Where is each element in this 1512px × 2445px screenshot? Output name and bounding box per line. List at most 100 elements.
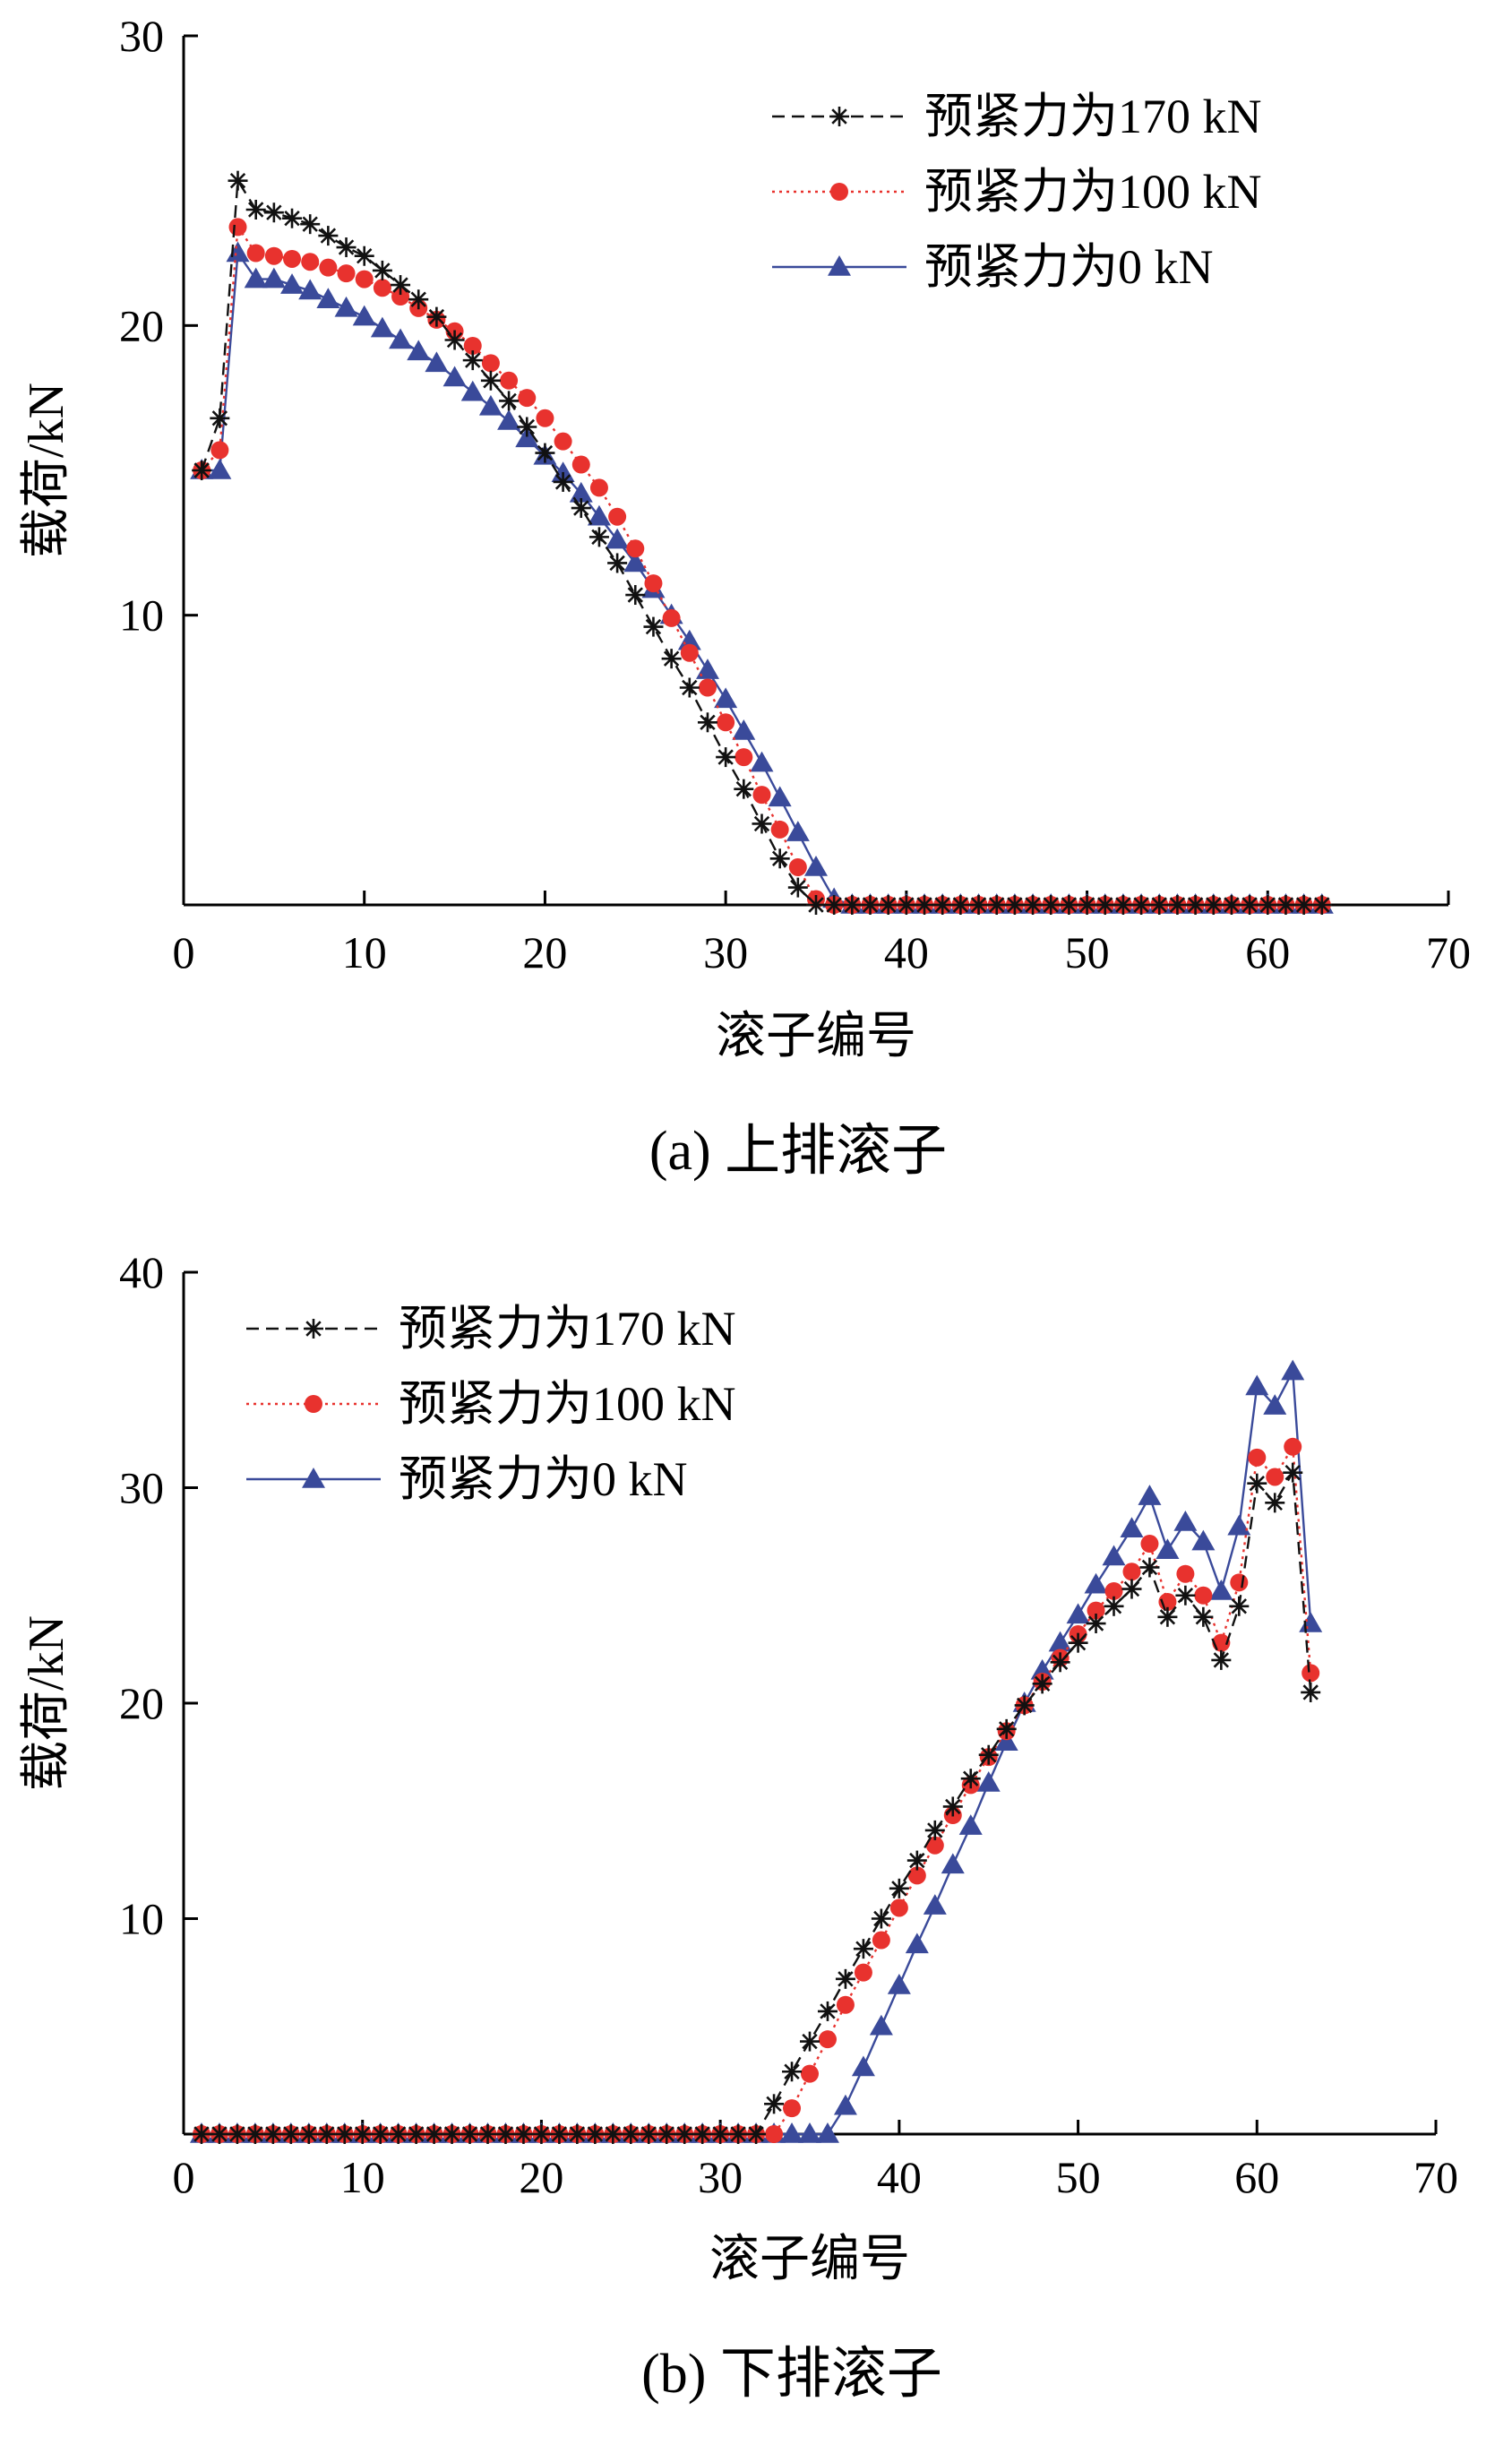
data-point [1245, 1374, 1269, 1396]
data-point [710, 2124, 731, 2144]
data-point [854, 1963, 872, 1982]
data-point [768, 786, 792, 807]
data-point [531, 2124, 552, 2144]
y-tick-label: 30 [119, 11, 164, 61]
data-point [924, 1820, 945, 1840]
chart-lower-rollers: 0 10 20 30 40 50 60 70 10 20 30 40 滚子编号 载荷/kN (b) 下排滚子… [19, 1247, 1458, 2405]
data-point [1221, 895, 1241, 915]
data-point [788, 857, 807, 876]
data-point [978, 1744, 999, 1765]
data-point [280, 273, 305, 294]
data-point [836, 1995, 855, 2014]
data-point [1104, 1596, 1124, 1616]
data-point [553, 471, 573, 492]
data-point [1248, 1448, 1267, 1467]
data-point [554, 432, 572, 451]
data-point [208, 459, 232, 479]
legend-marker [304, 1319, 323, 1339]
data-point [1059, 895, 1079, 915]
data-point [960, 1769, 981, 1789]
data-point [871, 1908, 891, 1929]
data-point [460, 380, 485, 401]
data-point [263, 202, 284, 223]
data-point [801, 2064, 819, 2083]
data-point [643, 616, 664, 637]
data-point [589, 478, 608, 497]
data-point [842, 895, 863, 915]
data-point [499, 391, 520, 411]
data-point [750, 751, 774, 772]
data-point [513, 2124, 534, 2144]
x-tick-label: 50 [1056, 2152, 1101, 2202]
data-point [835, 1968, 855, 1989]
data-point [424, 2124, 444, 2144]
data-point [692, 2124, 713, 2144]
data-point [680, 643, 699, 662]
data-point [623, 551, 648, 573]
data-point [370, 2124, 391, 2144]
legend-label: 预紧力为170 kN [399, 1302, 736, 1356]
data-point [191, 2124, 211, 2144]
x-tick-label: 60 [1245, 927, 1290, 977]
data-point [318, 226, 339, 246]
y-axis-title: 载荷/kN [19, 1615, 74, 1791]
data-point [1230, 1573, 1249, 1592]
y-tick-label: 10 [119, 590, 164, 641]
x-tick-label: 30 [703, 927, 748, 977]
data-point [1240, 895, 1260, 915]
data-point [227, 2124, 247, 2144]
data-point [869, 2014, 893, 2036]
data-point [662, 608, 681, 627]
data-point [1032, 1674, 1052, 1694]
data-point [818, 2030, 837, 2049]
data-point [477, 2124, 498, 2144]
data-point [782, 2062, 803, 2082]
data-point [209, 2124, 229, 2144]
data-point [716, 747, 736, 768]
data-point [355, 270, 374, 288]
data-point [915, 895, 935, 915]
data-point [1229, 1596, 1250, 1616]
data-point [426, 306, 447, 327]
data-point [950, 895, 971, 915]
data-point [462, 350, 483, 371]
data-point [1139, 1557, 1160, 1578]
data-point [734, 779, 754, 799]
data-point [1283, 1462, 1303, 1483]
data-point [674, 2124, 695, 2144]
data-point [1104, 1581, 1123, 1600]
data-point [517, 417, 537, 437]
data-point [246, 244, 265, 263]
data-point [1266, 1468, 1284, 1486]
data-point [657, 2124, 677, 2144]
legend-marker [305, 1395, 322, 1413]
data-point [1023, 895, 1044, 915]
data-point [571, 455, 590, 474]
data-point [1077, 895, 1097, 915]
series-line [202, 250, 1322, 907]
x-tick-label: 70 [1413, 2152, 1458, 2202]
data-point [941, 1853, 965, 1874]
data-point [860, 895, 881, 915]
data-point [497, 409, 521, 430]
data-point [752, 814, 772, 834]
data-point [1131, 895, 1152, 915]
data-point [481, 354, 500, 373]
data-point [905, 1933, 929, 1954]
data-point [1121, 1579, 1142, 1599]
data-point [626, 539, 645, 558]
data-point [1301, 1682, 1321, 1702]
data-point [714, 687, 738, 709]
data-point [1284, 1437, 1302, 1456]
x-tick-label: 0 [173, 927, 195, 977]
data-point [994, 1730, 1018, 1752]
legend-label: 预紧力为100 kN [924, 165, 1262, 219]
data-point [968, 895, 989, 915]
data-point [872, 1931, 890, 1950]
data-point [833, 2094, 857, 2115]
data-point [535, 443, 555, 463]
data-point [769, 848, 790, 869]
axes: 0 10 20 30 40 50 60 70 10 20 30 [119, 11, 1471, 977]
data-point [1258, 895, 1278, 915]
y-tick-label: 10 [119, 1894, 164, 1944]
